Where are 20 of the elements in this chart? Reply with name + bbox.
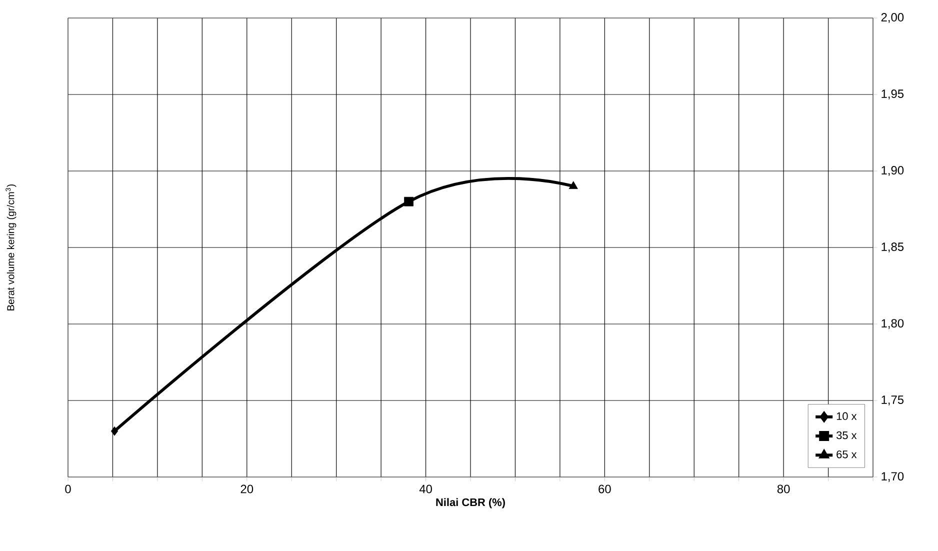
x-tick-label: 80 [777,484,790,494]
x-axis-title: Nilai CBR (%) [436,498,505,508]
legend-label: 10 x [836,412,857,420]
x-tick-label: 60 [598,484,611,494]
x-tick-label: 0 [65,484,71,494]
y-tick-label: 1,75 [882,396,904,406]
y-tick-label: 1,85 [882,242,904,252]
legend-label: 65 x [836,450,857,458]
point [568,181,578,189]
y-tick-label: 1,80 [882,319,904,329]
y-axis-title: Berat volume kering (gr/cm$^{3}$) [6,184,16,310]
y-tick-label: 2,00 [881,13,904,23]
legend-label: 35 x [836,431,857,440]
point [404,196,414,206]
y-tick-label: 1,70 [882,472,904,482]
y-tick-label: 1,95 [882,90,904,100]
point [110,426,118,436]
x-tick-label: 40 [419,484,432,494]
y-tick-label: 1,90 [882,166,904,176]
x-tick-label: 20 [240,484,254,494]
